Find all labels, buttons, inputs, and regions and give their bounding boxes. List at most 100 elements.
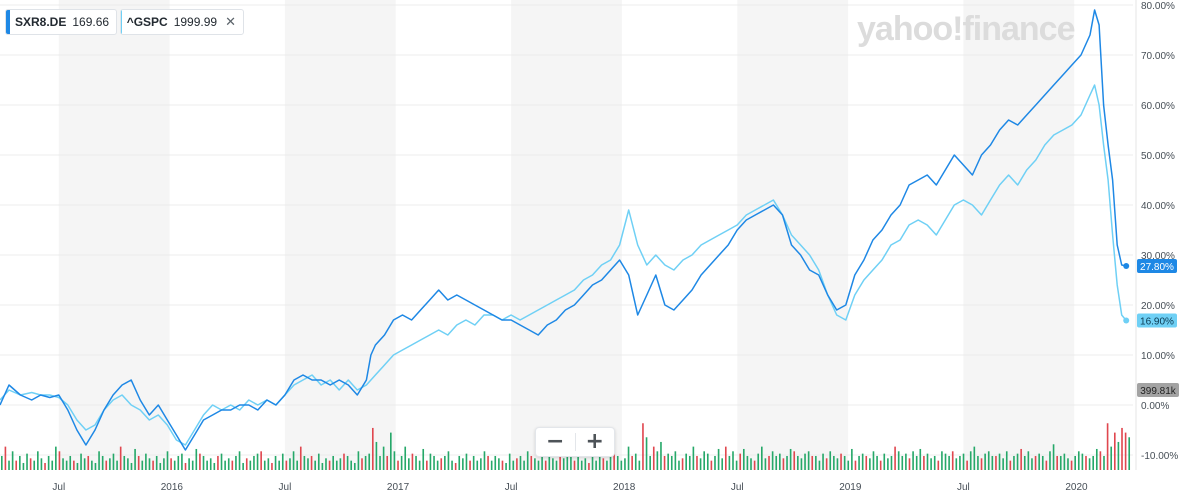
volume-bar bbox=[433, 455, 435, 470]
close-icon[interactable]: ✕ bbox=[225, 14, 236, 29]
volume-bar bbox=[487, 455, 489, 470]
x-tick-label: Jul bbox=[731, 482, 744, 493]
volume-bar bbox=[872, 451, 875, 470]
volume-bar bbox=[505, 462, 507, 470]
volume-bar bbox=[37, 451, 39, 470]
volume-bar bbox=[998, 453, 1001, 470]
volume-bar bbox=[678, 460, 680, 470]
volume-bar bbox=[440, 458, 443, 470]
y-tick-label: 40.00% bbox=[1141, 201, 1175, 212]
volume-bar bbox=[570, 451, 572, 470]
volume-bar bbox=[764, 458, 767, 470]
volume-bar bbox=[667, 453, 669, 470]
volume-bar bbox=[836, 458, 839, 470]
x-tick-label: Jul bbox=[957, 482, 970, 493]
volume-bar bbox=[757, 453, 760, 470]
legend-item-gspc[interactable]: ^GSPC 1999.99 ✕ bbox=[120, 9, 244, 35]
legend-value: 169.66 bbox=[72, 15, 110, 29]
volume-bar bbox=[782, 458, 785, 470]
volume-bar bbox=[1081, 453, 1084, 470]
volume-bar bbox=[83, 458, 86, 470]
volume-bar bbox=[948, 455, 950, 470]
volume-bar bbox=[710, 460, 713, 470]
volume-bar bbox=[933, 455, 936, 470]
volume-bar bbox=[508, 453, 511, 470]
volume-bar bbox=[325, 458, 327, 470]
series-lines bbox=[0, 9, 1127, 451]
volume-bar bbox=[353, 462, 356, 470]
volume-bar bbox=[1070, 460, 1073, 470]
volume-bar bbox=[386, 455, 389, 470]
volume-bar bbox=[314, 460, 316, 470]
volume-bar bbox=[1106, 423, 1109, 470]
volume-bar bbox=[472, 455, 475, 470]
volume-bar bbox=[1056, 455, 1058, 470]
volume-bar bbox=[501, 460, 504, 470]
volume-bar bbox=[732, 451, 734, 470]
volume-bar bbox=[112, 453, 115, 470]
volume-bar bbox=[249, 460, 252, 470]
volume-bar bbox=[980, 458, 983, 470]
volume-bar bbox=[642, 423, 644, 470]
volume-bar bbox=[606, 460, 608, 470]
volume-bar bbox=[62, 458, 64, 470]
x-tick-label: 2018 bbox=[613, 482, 636, 493]
volume-bar bbox=[26, 453, 28, 470]
volume-bar bbox=[8, 460, 10, 470]
volume-bar bbox=[984, 453, 986, 470]
volume-bar bbox=[1063, 453, 1066, 470]
volume-bar bbox=[11, 451, 14, 470]
last-value-label: 27.80% bbox=[1140, 262, 1174, 273]
volume-bar bbox=[523, 460, 525, 470]
volume-bar bbox=[620, 460, 623, 470]
volume-bar bbox=[361, 458, 363, 470]
volume-bar bbox=[706, 453, 709, 470]
volume-bar bbox=[130, 462, 133, 470]
volume-bar bbox=[148, 458, 151, 470]
zoom-in-button[interactable]: + bbox=[576, 428, 615, 456]
volume-bar bbox=[123, 455, 126, 470]
zoom-out-button[interactable]: − bbox=[536, 428, 575, 456]
volume-bar bbox=[101, 455, 104, 470]
volume-bar bbox=[166, 451, 169, 470]
zoom-control: − + bbox=[535, 427, 615, 457]
volume-bar bbox=[1038, 453, 1040, 470]
volume-bar bbox=[1077, 451, 1080, 470]
volume-bar bbox=[1002, 458, 1004, 470]
volume-bar bbox=[854, 460, 857, 470]
volume-bar bbox=[699, 458, 702, 470]
volume-bar bbox=[263, 460, 266, 470]
volume-bar bbox=[663, 455, 666, 470]
volume-bar bbox=[526, 451, 529, 470]
volume-bar bbox=[346, 455, 349, 470]
volume-bar bbox=[833, 455, 835, 470]
last-value-badge bbox=[1137, 259, 1177, 273]
volume-bar bbox=[775, 455, 778, 470]
volume-bar bbox=[177, 455, 180, 470]
volume-bar bbox=[69, 455, 72, 470]
volume-bar bbox=[721, 458, 724, 470]
volume-bar bbox=[991, 455, 994, 470]
y-tick-label: 10.00% bbox=[1141, 351, 1175, 362]
volume-bar bbox=[1027, 451, 1030, 470]
volume-bar bbox=[1013, 455, 1015, 470]
volume-bar bbox=[800, 458, 803, 470]
volume-bar bbox=[793, 451, 796, 470]
volume-bar bbox=[512, 460, 515, 470]
volume-bar bbox=[595, 460, 597, 470]
volume-bar bbox=[217, 455, 219, 470]
volume-bar bbox=[371, 427, 374, 470]
volume-bar bbox=[652, 446, 655, 470]
volume-bar bbox=[573, 460, 576, 470]
volume-bar bbox=[890, 455, 893, 470]
volume-bar bbox=[1110, 446, 1113, 470]
legend-item-sxr8[interactable]: SXR8.DE 169.66 bbox=[5, 9, 117, 35]
volume-bar bbox=[483, 451, 486, 470]
legend-value: 1999.99 bbox=[173, 15, 218, 29]
volume-bar bbox=[537, 460, 540, 470]
series-end-dot bbox=[1123, 317, 1130, 324]
last-value-badges: 27.80% 16.90% 399.81k bbox=[1123, 259, 1179, 397]
y-tick-label: 70.00% bbox=[1141, 51, 1175, 62]
volume-bar bbox=[94, 462, 97, 470]
